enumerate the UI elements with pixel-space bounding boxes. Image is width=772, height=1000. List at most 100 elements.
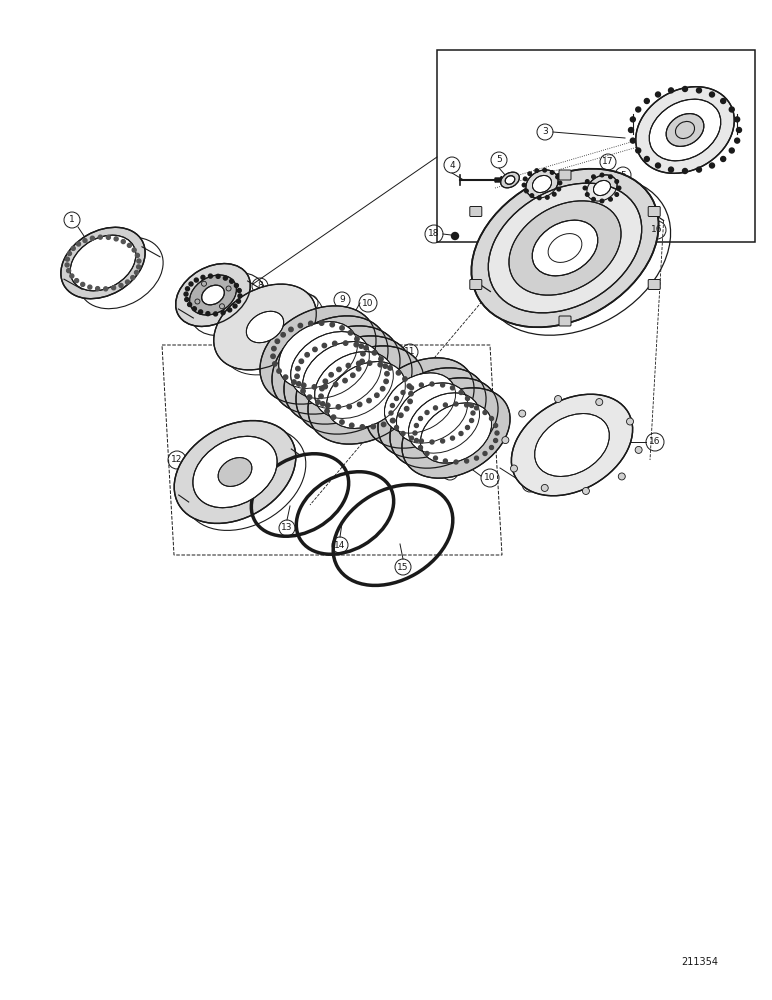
Circle shape — [189, 282, 193, 286]
Circle shape — [489, 446, 493, 450]
Circle shape — [591, 175, 595, 179]
Circle shape — [378, 362, 382, 367]
Ellipse shape — [511, 394, 632, 496]
Circle shape — [384, 379, 388, 384]
Ellipse shape — [296, 336, 412, 434]
Circle shape — [585, 193, 589, 196]
Circle shape — [528, 172, 532, 176]
Circle shape — [295, 374, 300, 378]
Circle shape — [98, 235, 103, 239]
Circle shape — [69, 274, 74, 278]
Ellipse shape — [193, 436, 277, 508]
Circle shape — [495, 431, 499, 435]
Circle shape — [489, 416, 493, 420]
Circle shape — [305, 353, 310, 357]
Circle shape — [425, 410, 429, 414]
Circle shape — [530, 194, 533, 197]
Circle shape — [721, 156, 726, 161]
Circle shape — [631, 117, 635, 122]
Text: 15: 15 — [398, 562, 408, 572]
Circle shape — [471, 411, 475, 415]
Circle shape — [238, 294, 242, 298]
Circle shape — [340, 420, 344, 424]
FancyBboxPatch shape — [470, 207, 482, 217]
Ellipse shape — [246, 311, 283, 343]
Circle shape — [201, 275, 205, 279]
Circle shape — [615, 193, 618, 196]
FancyBboxPatch shape — [648, 207, 660, 217]
Circle shape — [443, 403, 448, 407]
Circle shape — [357, 402, 362, 407]
Circle shape — [325, 409, 329, 413]
Circle shape — [682, 87, 688, 92]
Circle shape — [360, 359, 364, 364]
Circle shape — [289, 327, 293, 332]
Circle shape — [696, 167, 702, 172]
Circle shape — [223, 276, 228, 280]
Circle shape — [329, 373, 334, 377]
Ellipse shape — [366, 358, 474, 448]
Text: 12: 12 — [171, 456, 183, 464]
Circle shape — [192, 307, 196, 311]
Circle shape — [359, 344, 364, 348]
FancyBboxPatch shape — [559, 316, 571, 326]
Circle shape — [483, 452, 487, 456]
Circle shape — [682, 168, 688, 174]
Circle shape — [283, 375, 288, 379]
Text: 1: 1 — [69, 216, 75, 225]
Circle shape — [418, 416, 422, 420]
Ellipse shape — [315, 352, 394, 418]
Circle shape — [350, 423, 354, 428]
Circle shape — [405, 407, 409, 411]
Circle shape — [322, 343, 327, 348]
Circle shape — [334, 382, 338, 387]
Circle shape — [364, 346, 368, 350]
Circle shape — [361, 352, 365, 356]
Circle shape — [391, 418, 395, 423]
Circle shape — [337, 367, 341, 372]
Ellipse shape — [218, 458, 252, 486]
Circle shape — [608, 175, 612, 179]
Circle shape — [735, 117, 740, 122]
Circle shape — [522, 183, 526, 187]
Circle shape — [185, 297, 189, 301]
Circle shape — [367, 361, 372, 365]
Ellipse shape — [272, 316, 388, 414]
Circle shape — [459, 432, 463, 436]
Text: 211354: 211354 — [682, 957, 719, 967]
Circle shape — [582, 487, 590, 494]
Circle shape — [583, 186, 587, 190]
Circle shape — [669, 167, 673, 172]
Ellipse shape — [649, 99, 721, 161]
Circle shape — [721, 99, 726, 104]
Circle shape — [409, 436, 414, 440]
Circle shape — [403, 377, 407, 381]
Ellipse shape — [176, 264, 250, 326]
Circle shape — [350, 373, 355, 377]
Circle shape — [502, 437, 509, 444]
Circle shape — [459, 390, 463, 394]
Circle shape — [372, 351, 377, 355]
Circle shape — [221, 311, 225, 315]
Ellipse shape — [666, 114, 704, 146]
Circle shape — [454, 460, 458, 464]
Ellipse shape — [526, 170, 558, 198]
Circle shape — [556, 175, 560, 179]
Circle shape — [735, 138, 740, 143]
Ellipse shape — [635, 87, 734, 173]
Circle shape — [655, 163, 661, 168]
Circle shape — [483, 410, 487, 414]
Circle shape — [469, 419, 473, 423]
Circle shape — [81, 282, 85, 286]
Ellipse shape — [214, 284, 317, 370]
Circle shape — [346, 363, 350, 368]
Circle shape — [237, 289, 241, 293]
Ellipse shape — [70, 235, 136, 291]
Circle shape — [655, 92, 661, 97]
Circle shape — [83, 239, 87, 243]
Circle shape — [430, 382, 434, 386]
Circle shape — [188, 302, 191, 306]
Circle shape — [233, 304, 237, 308]
Ellipse shape — [472, 169, 659, 327]
Ellipse shape — [421, 403, 492, 463]
